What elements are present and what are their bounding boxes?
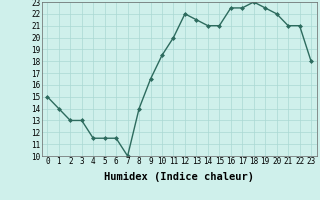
- X-axis label: Humidex (Indice chaleur): Humidex (Indice chaleur): [104, 172, 254, 182]
